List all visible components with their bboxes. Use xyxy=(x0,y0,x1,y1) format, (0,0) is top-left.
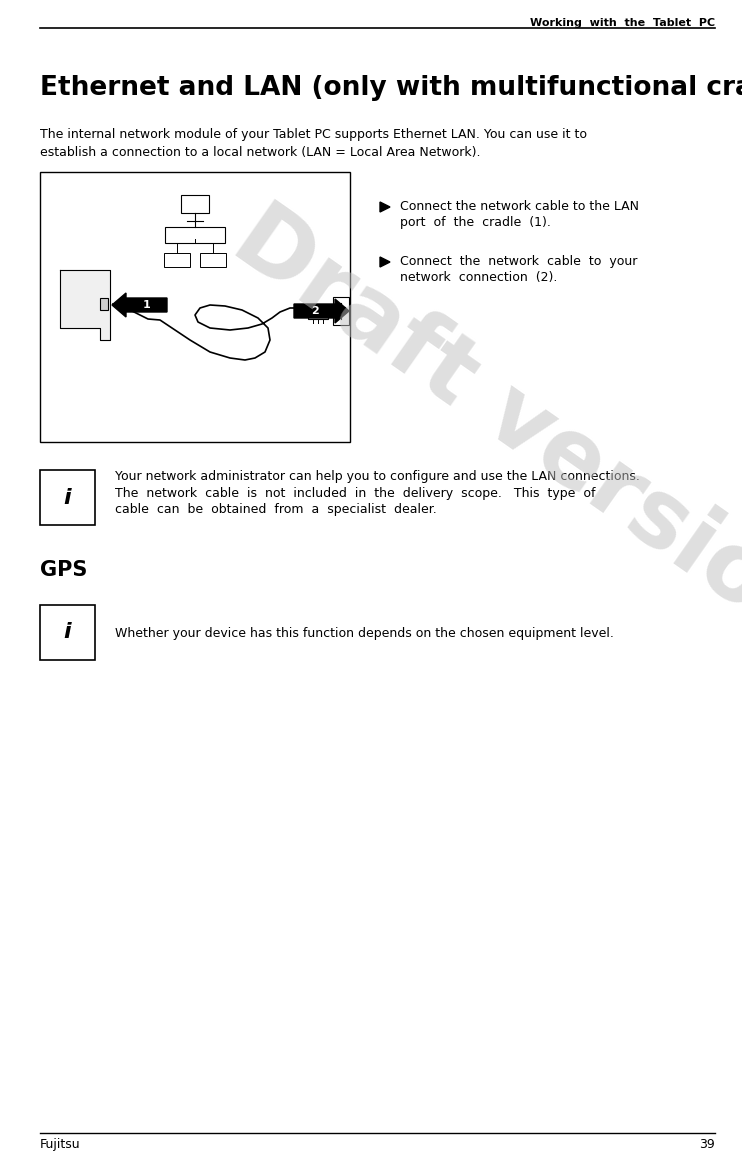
Text: Your network administrator can help you to configure and use the LAN connections: Your network administrator can help you … xyxy=(115,471,640,483)
Polygon shape xyxy=(380,257,390,267)
Text: 2: 2 xyxy=(311,306,318,316)
Bar xyxy=(165,227,225,243)
Polygon shape xyxy=(60,270,110,340)
Text: 1: 1 xyxy=(142,300,151,309)
Polygon shape xyxy=(294,299,349,323)
Bar xyxy=(40,172,350,442)
Bar xyxy=(200,253,226,267)
Bar xyxy=(308,305,328,319)
Text: Whether your device has this function depends on the chosen equipment level.: Whether your device has this function de… xyxy=(115,627,614,640)
Text: i: i xyxy=(64,488,71,508)
Text: GPS: GPS xyxy=(40,560,88,580)
Text: Ethernet and LAN (only with multifunctional cradle): Ethernet and LAN (only with multifunctio… xyxy=(40,75,742,101)
Bar xyxy=(40,471,95,525)
Bar xyxy=(100,298,108,309)
Bar xyxy=(333,297,349,325)
Text: i: i xyxy=(64,622,71,642)
Bar xyxy=(181,195,209,213)
Polygon shape xyxy=(112,293,167,318)
Text: The  network  cable  is  not  included  in  the  delivery  scope.   This  type  : The network cable is not included in the… xyxy=(115,487,596,500)
Text: Working  with  the  Tablet  PC: Working with the Tablet PC xyxy=(530,19,715,28)
Text: Connect the network cable to the LAN: Connect the network cable to the LAN xyxy=(400,201,639,213)
Text: 39: 39 xyxy=(699,1138,715,1151)
Text: cable  can  be  obtained  from  a  specialist  dealer.: cable can be obtained from a specialist … xyxy=(115,503,437,516)
Text: network  connection  (2).: network connection (2). xyxy=(400,271,557,284)
Text: Draft version: Draft version xyxy=(217,191,742,669)
Text: port  of  the  cradle  (1).: port of the cradle (1). xyxy=(400,216,551,229)
Text: The internal network module of your Tablet PC supports Ethernet LAN. You can use: The internal network module of your Tabl… xyxy=(40,127,587,159)
Bar xyxy=(40,605,95,659)
Polygon shape xyxy=(380,202,390,212)
Text: Connect  the  network  cable  to  your: Connect the network cable to your xyxy=(400,255,637,268)
Text: Fujitsu: Fujitsu xyxy=(40,1138,81,1151)
Bar xyxy=(164,253,190,267)
